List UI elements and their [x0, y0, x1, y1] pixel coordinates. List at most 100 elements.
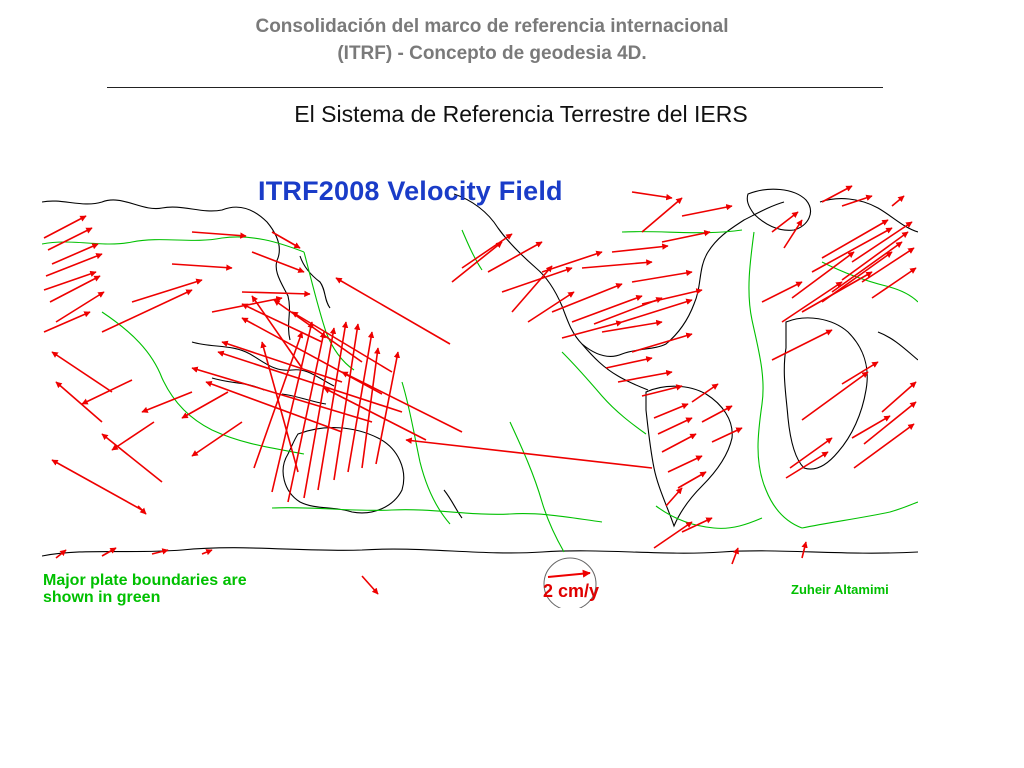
velocity-vector [323, 387, 427, 441]
slide-title-line1: Consolidación del marco de referencia in… [255, 16, 729, 37]
velocity-vector [221, 340, 343, 383]
velocity-vector [375, 351, 401, 465]
coastline-north-america [453, 193, 785, 357]
velocity-vector [653, 403, 689, 419]
coastlines [42, 188, 918, 557]
plate-boundary-indo-australian [101, 311, 305, 455]
velocity-vector [131, 278, 203, 303]
velocity-vector [691, 383, 719, 403]
scale-circle [543, 557, 597, 608]
velocity-vector [621, 298, 693, 323]
scale-arrow [547, 569, 591, 578]
velocity-vector [405, 437, 653, 469]
velocity-vector [641, 197, 683, 233]
plate-boundary-eurasian [821, 261, 918, 303]
velocity-vector [141, 391, 193, 413]
velocity-vector [251, 295, 303, 369]
plate-boundary-southwest-indian [801, 501, 918, 529]
velocity-vector [881, 381, 917, 413]
coastline-central-america [581, 343, 649, 391]
velocity-vector [43, 311, 91, 333]
velocity-vector [611, 243, 669, 253]
velocity-vector [731, 547, 739, 565]
velocity-vector [291, 311, 393, 373]
coastline-asia-pacific [42, 199, 291, 341]
velocity-vector [771, 211, 799, 233]
velocity-vector [667, 455, 703, 473]
plate-boundary-arctic [621, 229, 743, 234]
velocity-vector [661, 230, 711, 243]
plate-boundary-juan-de-fuca [461, 229, 483, 271]
velocity-vector [561, 320, 623, 339]
velocity-vector [271, 231, 301, 249]
velocity-vector [55, 381, 103, 423]
slide-subtitle: El Sistema de Referencia Terrestre del I… [294, 101, 748, 127]
velocity-vector [653, 521, 693, 549]
velocity-vector [201, 549, 213, 556]
velocity-vector [501, 266, 573, 293]
velocity-vector [571, 295, 643, 323]
velocity-vector [43, 270, 97, 291]
velocity-vector [789, 437, 833, 469]
velocity-vector [771, 329, 833, 361]
velocity-vector [821, 251, 893, 303]
velocity-field-map [42, 172, 918, 608]
velocity-vector [631, 191, 673, 201]
velocity-vector [241, 317, 383, 395]
velocity-vector [361, 575, 379, 595]
velocity-vector [191, 366, 373, 423]
velocity-vector [335, 277, 451, 345]
velocity-vector [541, 250, 603, 273]
scale-label: 2 cm/y [543, 581, 600, 601]
velocity-vector [151, 548, 169, 555]
velocity-vector [681, 203, 733, 217]
plate-boundary-pacific-antarctic [271, 507, 603, 523]
velocity-vector [801, 371, 869, 421]
velocity-vector [241, 303, 323, 343]
velocity-vector [701, 405, 733, 423]
velocity-vector [665, 487, 683, 507]
velocity-vector [273, 299, 363, 363]
velocity-vector [461, 233, 513, 269]
plate-boundary-north-pacific [42, 236, 305, 253]
plate-boundary-scotia [655, 505, 763, 529]
map-heading: ITRF2008 Velocity Field [258, 176, 563, 206]
coastline-australia [282, 427, 405, 514]
velocity-vector [49, 275, 101, 303]
velocity-vector [137, 505, 147, 515]
velocity-vector [631, 332, 693, 353]
velocity-vector [801, 541, 808, 559]
plate-boundary-east-pacific-rise [509, 421, 565, 553]
legend-line2: shown in green [43, 589, 161, 606]
velocity-vector [171, 263, 233, 271]
velocity-vector [317, 321, 349, 491]
velocity-vector [81, 379, 133, 405]
velocity-vector [851, 221, 913, 263]
velocity-vector [681, 517, 713, 533]
velocity-vector [55, 291, 105, 323]
velocity-vector [51, 243, 99, 265]
velocity-vector [191, 421, 243, 457]
velocity-vector [657, 417, 693, 435]
velocity-vector [581, 259, 653, 269]
slide-title-line2: (ITRF) - Concepto de geodesia 4D. [337, 43, 647, 64]
coastline-antarctica [42, 547, 918, 557]
velocity-vector [851, 415, 891, 439]
velocity-vector [785, 451, 829, 479]
velocity-vector [641, 384, 683, 397]
velocity-vector [551, 283, 623, 313]
velocity-vector [853, 423, 915, 469]
velocity-vector [711, 427, 743, 443]
velocity-vector [43, 215, 87, 239]
velocity-vector [631, 269, 693, 283]
plate-boundary-cocos-nazca [561, 351, 647, 435]
velocity-vector [511, 265, 553, 313]
velocity-vector [51, 459, 143, 511]
velocity-vector [361, 347, 381, 469]
velocity-vector [205, 380, 343, 433]
coastline-greenland [746, 188, 811, 231]
velocity-vector [55, 549, 67, 559]
legend-line1: Major plate boundaries are [43, 572, 247, 589]
plate-boundary-mid-atlantic [748, 231, 803, 529]
velocity-vector [487, 241, 543, 273]
